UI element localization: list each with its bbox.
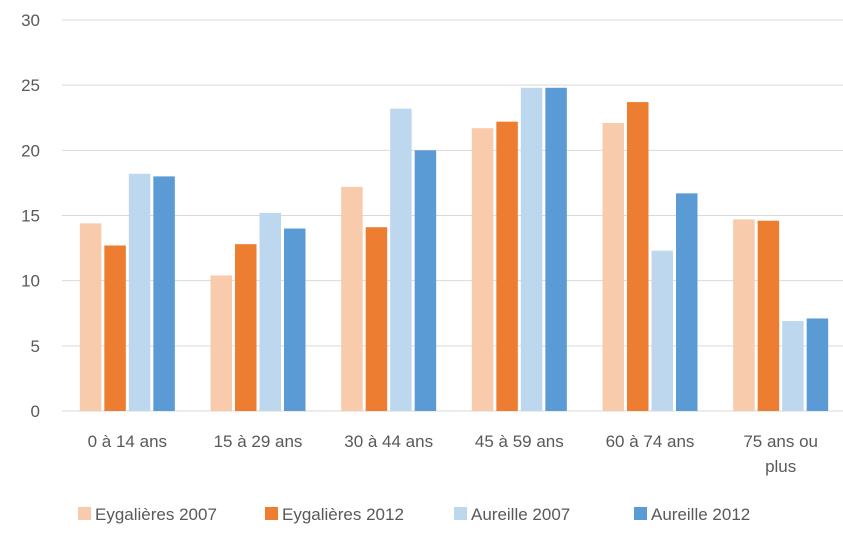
- bars: [79, 87, 829, 412]
- y-axis-ticks: 0 5 10 15 20 25 30: [21, 11, 40, 421]
- y-tick-label: 25: [21, 76, 40, 95]
- bar: [284, 228, 306, 411]
- bar: [520, 87, 543, 412]
- bar: [390, 108, 412, 412]
- bar: [104, 245, 126, 411]
- bar: [259, 212, 281, 411]
- bar: [676, 193, 698, 411]
- legend-label: Aureille 2012: [651, 505, 750, 524]
- bar: [496, 121, 518, 411]
- x-category-label: 30 à 44 ans: [344, 432, 433, 451]
- bar: [627, 102, 649, 412]
- y-tick-label: 20: [21, 141, 40, 160]
- x-axis-categories: 0 à 14 ans 15 à 29 ans 30 à 44 ans 45 à 59 …: [88, 432, 818, 476]
- bar: [651, 250, 673, 411]
- bar: [733, 219, 755, 411]
- bar: [153, 176, 175, 411]
- legend-label: Eygalières 2007: [95, 505, 217, 524]
- legend-swatch: [634, 507, 647, 520]
- bar: [602, 122, 624, 412]
- legend-label: Eygalières 2012: [282, 505, 404, 524]
- bar: [235, 244, 257, 411]
- y-tick-label: 0: [31, 402, 40, 421]
- legend-swatch: [78, 507, 91, 520]
- bar: [365, 227, 388, 411]
- x-category-label: 75 ans ou plus: [743, 432, 818, 476]
- bar: [341, 186, 363, 411]
- x-category-label: 45 à 59 ans: [475, 432, 564, 451]
- bar: [806, 318, 829, 411]
- bar: [782, 321, 804, 411]
- bar: [210, 275, 232, 411]
- x-category-label: 60 à 74 ans: [606, 432, 695, 451]
- y-tick-label: 15: [21, 207, 40, 226]
- y-tick-label: 30: [21, 11, 40, 30]
- bar: [757, 220, 780, 411]
- gridlines: [62, 19, 843, 412]
- bar: [414, 150, 437, 412]
- legend-label: Aureille 2007: [471, 505, 570, 524]
- legend-swatch: [265, 507, 278, 520]
- x-category-label: 15 à 29 ans: [214, 432, 303, 451]
- y-tick-label: 10: [21, 272, 40, 291]
- legend-swatch: [454, 507, 467, 520]
- bar: [128, 173, 151, 411]
- y-tick-label: 5: [31, 337, 40, 356]
- bar: [79, 223, 102, 411]
- x-category-label: 0 à 14 ans: [88, 432, 167, 451]
- bar: [471, 128, 494, 411]
- legend: Eygalières 2007 Eygalières 2012 Aureille 2…: [78, 505, 750, 524]
- bar: [545, 87, 567, 412]
